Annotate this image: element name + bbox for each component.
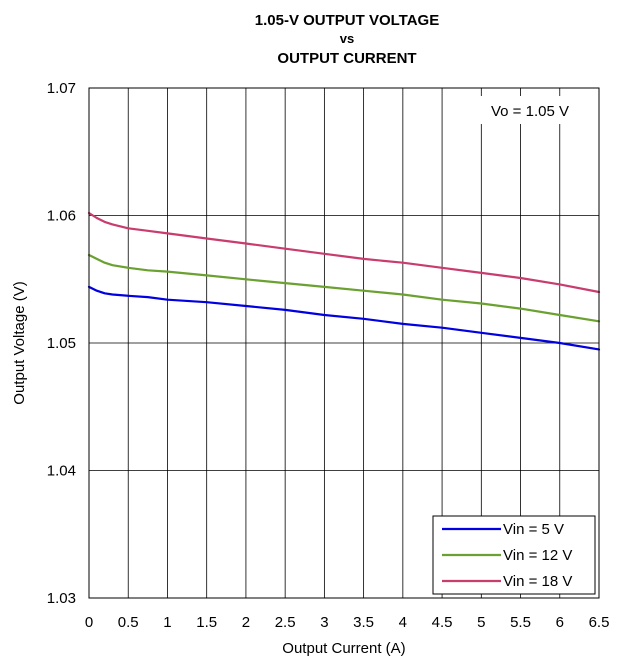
- y-tick-label: 1.04: [47, 463, 76, 480]
- chart-title-line-2: vs: [340, 31, 354, 46]
- grid: [89, 88, 599, 598]
- y-tick-label: 1.06: [47, 208, 76, 225]
- x-tick-label: 2.5: [275, 614, 296, 631]
- plot-frame: [88, 87, 600, 599]
- y-tick-label: 1.07: [47, 80, 76, 97]
- legend-label-3: Vin = 18 V: [503, 573, 572, 590]
- x-tick-label: 6.5: [589, 614, 610, 631]
- y-tick-label: 1.05: [47, 335, 76, 352]
- x-tick-label: 3: [320, 614, 328, 631]
- chart-title: 1.05-V OUTPUT VOLTAGE vs OUTPUT CURRENT: [255, 12, 439, 67]
- x-tick-label: 6: [556, 614, 564, 631]
- x-tick-label: 4: [399, 614, 407, 631]
- x-tick-label: 1.5: [196, 614, 217, 631]
- x-tick-label: 1: [163, 614, 171, 631]
- chart-title-line-3: OUTPUT CURRENT: [277, 50, 416, 67]
- x-tick-label: 0: [85, 614, 93, 631]
- chart-title-line-1: 1.05-V OUTPUT VOLTAGE: [255, 12, 439, 29]
- y-tick-labels: 1.03 1.04 1.05 1.06 1.07: [47, 80, 76, 607]
- legend-label-2: Vin = 12 V: [503, 547, 572, 564]
- x-tick-labels: 0 0.5 1 1.5 2 2.5 3 3.5 4 4.5 5 5.5 6 6.5: [85, 614, 610, 631]
- series-lines: [87, 211, 601, 351]
- x-tick-label: 2: [242, 614, 250, 631]
- vo-annotation: Vo = 1.05 V: [491, 103, 569, 120]
- x-tick-label: 5: [477, 614, 485, 631]
- annotation-box: [469, 96, 593, 124]
- x-tick-label: 5.5: [510, 614, 531, 631]
- series-line-1: [87, 285, 601, 351]
- series-line-2: [87, 253, 601, 323]
- x-tick-label: 3.5: [353, 614, 374, 631]
- x-tick-label: 4.5: [432, 614, 453, 631]
- y-axis-label: Output Voltage (V): [11, 281, 28, 404]
- legend: Vin = 5 V Vin = 12 V Vin = 18 V: [432, 515, 596, 595]
- y-tick-label: 1.03: [47, 590, 76, 607]
- legend-label-1: Vin = 5 V: [503, 521, 564, 538]
- series-line-3: [87, 211, 601, 294]
- x-axis-label: Output Current (A): [282, 640, 405, 657]
- x-tick-label: 0.5: [118, 614, 139, 631]
